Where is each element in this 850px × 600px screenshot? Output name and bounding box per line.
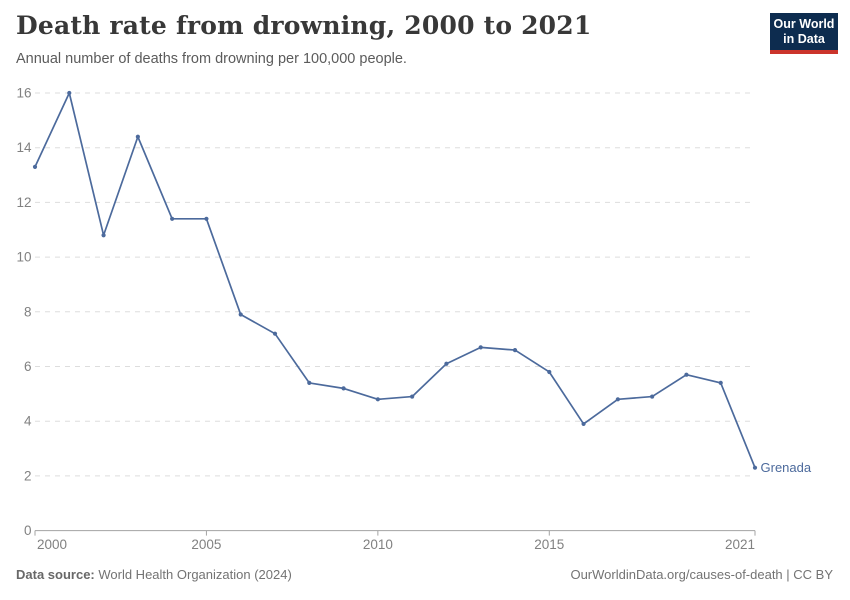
chart-subtitle: Annual number of deaths from drowning pe…: [16, 51, 407, 67]
y-axis-tick-label: 2: [24, 468, 32, 483]
owid-logo-red-bar: [770, 50, 838, 54]
data-point[interactable]: [410, 394, 415, 399]
data-point[interactable]: [478, 345, 483, 350]
y-axis-tick-label: 8: [24, 304, 32, 319]
data-point[interactable]: [375, 397, 380, 402]
data-point[interactable]: [135, 134, 140, 139]
data-point[interactable]: [684, 372, 689, 377]
series-line[interactable]: [34, 92, 756, 469]
y-axis-tick-label: 10: [16, 250, 31, 265]
chart-title: Death rate from drowning, 2000 to 2021: [16, 11, 592, 40]
data-point[interactable]: [615, 397, 620, 402]
x-axis-tick-label: 2021: [725, 537, 755, 552]
data-point[interactable]: [32, 164, 38, 169]
data-source-note: Data source: World Health Organization (…: [16, 567, 292, 582]
data-point[interactable]: [101, 233, 106, 238]
license-link[interactable]: OurWorldinData.org/causes-of-death | CC …: [570, 567, 833, 582]
owid-logo[interactable]: Our World in Data: [770, 13, 838, 54]
data-point[interactable]: [238, 312, 243, 317]
data-source-label: Data source:: [16, 567, 95, 582]
owid-logo-line2: in Data: [783, 32, 825, 46]
x-axis-tick-label: 2000: [37, 537, 67, 552]
owid-logo-line1: Our World: [773, 17, 835, 31]
data-point[interactable]: [718, 380, 723, 386]
y-axis-tick-label: 6: [24, 359, 32, 374]
data-point[interactable]: [512, 347, 518, 353]
y-axis-tick-label: 4: [24, 414, 32, 429]
data-point[interactable]: [67, 90, 72, 96]
y-axis-tick-label: 16: [16, 86, 31, 101]
data-point[interactable]: [341, 386, 346, 391]
chart-footer: Data source: World Health Organization (…: [16, 567, 833, 582]
data-point[interactable]: [581, 421, 586, 427]
data-point[interactable]: [307, 380, 312, 386]
data-source-value: World Health Organization (2024): [94, 567, 292, 582]
data-point[interactable]: [170, 216, 175, 221]
y-axis-tick-label: 14: [16, 140, 32, 155]
data-point[interactable]: [650, 394, 655, 399]
data-point[interactable]: [272, 331, 278, 336]
y-axis-tick-label: 0: [24, 523, 32, 538]
x-axis-tick-label: 2015: [534, 537, 564, 552]
data-point[interactable]: [752, 465, 758, 470]
x-axis-tick-label: 2005: [191, 537, 221, 552]
entity-label[interactable]: Grenada: [761, 460, 812, 475]
y-axis-tick-label: 12: [16, 195, 31, 210]
data-point[interactable]: [204, 216, 209, 221]
data-point[interactable]: [547, 369, 552, 375]
x-axis-tick-label: 2010: [363, 537, 393, 552]
data-point[interactable]: [444, 361, 449, 366]
